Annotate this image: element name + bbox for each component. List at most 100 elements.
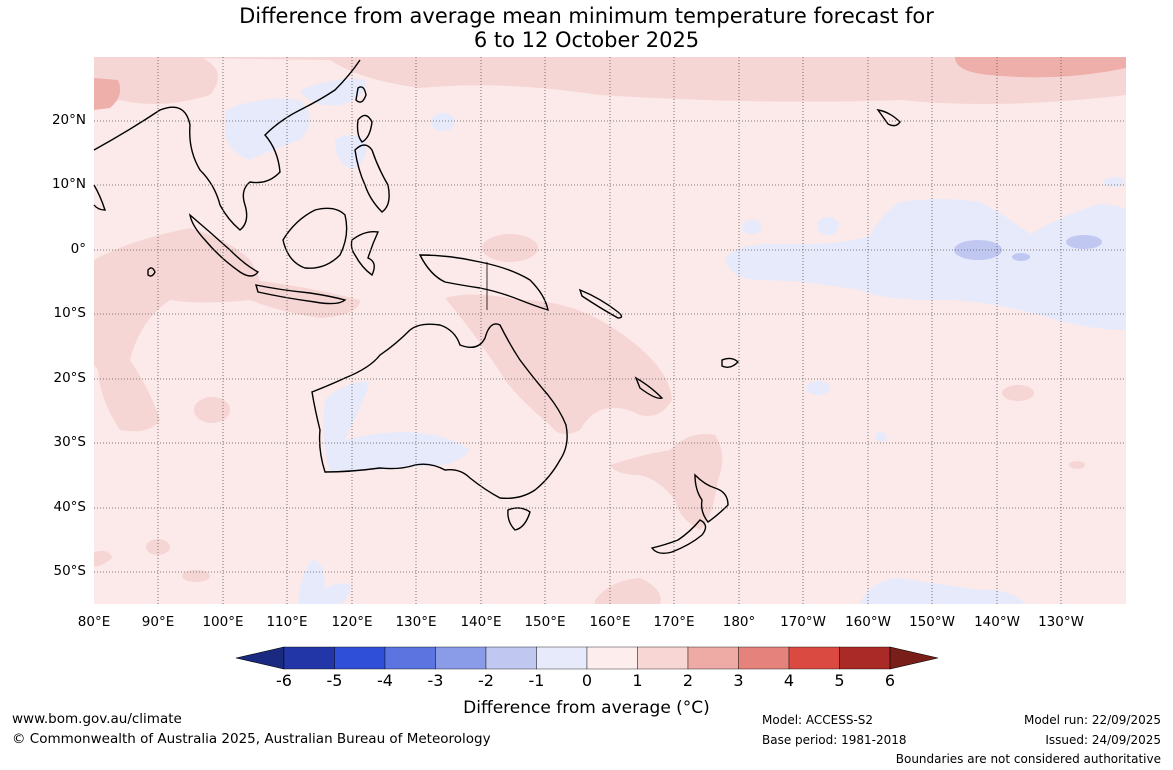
solomon-islands — [578, 288, 623, 319]
colorbar-bin-7 — [637, 646, 689, 670]
colorbar-bin-9 — [738, 646, 790, 670]
title-line-2: 6 to 12 October 2025 — [473, 28, 700, 52]
fiji — [721, 357, 739, 369]
colorbar-tick-label: -6 — [276, 671, 292, 690]
warm-region-northeast — [955, 57, 1126, 78]
lat-label-10s: 10°S — [53, 305, 87, 321]
cool-region-philippines — [335, 135, 367, 170]
colorbar-bin-10 — [788, 646, 840, 670]
cool-region-south-west — [298, 560, 352, 604]
base-period: Base period: 1981-2018 — [762, 733, 907, 747]
colorbar — [235, 646, 939, 670]
taiwan-coastline — [355, 86, 367, 103]
sri-lanka-coastline — [147, 267, 156, 277]
warm-region-indian-ocean-2 — [194, 397, 230, 423]
colorbar-bin-6 — [586, 646, 638, 670]
lat-label-0: 0° — [70, 241, 86, 257]
colorbar-bin-4 — [485, 646, 537, 670]
colorbar-tick-label: 3 — [733, 671, 744, 690]
lon-label-130e: 130°E — [395, 614, 437, 630]
sumatra-coastline — [188, 213, 260, 277]
colorbar-tick-label: 4 — [783, 671, 795, 690]
coastlines — [93, 59, 901, 555]
gridlines — [94, 57, 1126, 604]
colorbar-tick-label: -3 — [427, 671, 444, 690]
colorbar-tick-label: -1 — [528, 671, 545, 690]
luzon-coastline — [356, 114, 373, 143]
cool-region-pacific-small-2 — [742, 220, 762, 234]
warm-region-equatorial — [482, 234, 538, 262]
warm-region-nw-strong — [94, 78, 121, 110]
copyright-text: © Commonwealth of Australia 2025, Austra… — [12, 731, 491, 747]
cool-region-strong-2 — [1066, 235, 1102, 249]
cool-region-southeast — [860, 578, 1025, 604]
lon-label-140e: 140°E — [460, 614, 502, 630]
colorbar-tick-label: 5 — [834, 671, 845, 690]
lon-label-100e: 100°E — [202, 614, 244, 630]
cool-region-pacific-small-4 — [1103, 177, 1125, 187]
cool-region-strong-3 — [1012, 253, 1030, 261]
lat-label-50s: 50°S — [53, 563, 87, 579]
colorbar-tick-label: 2 — [682, 671, 694, 690]
india-coastline — [93, 184, 106, 211]
lon-label-160e: 160°E — [589, 614, 631, 630]
anomaly-regions — [94, 57, 1126, 604]
lon-label-90e: 90°E — [141, 614, 175, 630]
colorbar-tick-label: 6 — [884, 671, 896, 690]
cool-region-strong-1 — [954, 240, 1002, 260]
warm-region-southern — [595, 578, 661, 604]
tasmania-coastline — [507, 507, 531, 531]
colorbar-bin-8 — [687, 646, 739, 670]
cool-region-west-australia — [323, 381, 470, 472]
lon-label-170w: 170°W — [780, 614, 826, 630]
colorbar-bin-0 — [283, 646, 335, 670]
new-guinea-coastline — [418, 254, 549, 312]
cool-region-pacific-small-3 — [817, 217, 839, 235]
lon-label-110e: 110°E — [266, 614, 308, 630]
lat-label-20n: 20°N — [51, 112, 86, 128]
java-coastline — [255, 284, 347, 305]
colorbar-tick-label: -2 — [478, 671, 494, 690]
lon-label-140w: 140°W — [974, 614, 1020, 630]
lon-label-130w: 130°W — [1038, 614, 1084, 630]
colorbar-tick-label: -4 — [377, 671, 393, 690]
lat-label-30s: 30°S — [53, 434, 87, 450]
australia-coastline — [311, 323, 568, 500]
colorbar-tick-label: 0 — [581, 671, 593, 690]
colorbar-bin-2 — [384, 646, 436, 670]
philippines-coastline — [354, 144, 390, 213]
sulawesi-coastline — [350, 230, 380, 277]
se-asia-coastline — [93, 59, 361, 231]
warm-region-south-2 — [182, 570, 210, 582]
colorbar-bin-5 — [536, 646, 588, 670]
cool-region-pacific-small-5 — [806, 381, 830, 395]
website-link[interactable]: www.bom.gov.au/climate — [12, 711, 182, 727]
lon-label-150w: 150°W — [909, 614, 955, 630]
cool-region-indochina — [225, 98, 310, 160]
model-name: Model: ACCESS-S2 — [762, 713, 874, 727]
colorbar-bin-1 — [334, 646, 386, 670]
borneo-coastline — [282, 207, 348, 269]
lat-label-20s: 20°S — [53, 370, 87, 386]
title-line-1: Difference from average mean minimum tem… — [239, 4, 934, 28]
hawaii — [876, 109, 901, 127]
lat-label-40s: 40°S — [53, 499, 87, 515]
lon-label-170e: 170°E — [653, 614, 695, 630]
lon-label-150e: 150°E — [524, 614, 566, 630]
warm-region-east-1 — [1002, 385, 1034, 401]
colorbar-label: Difference from average (°C) — [463, 698, 710, 718]
colorbar-bin-3 — [435, 646, 487, 670]
warm-region-indian-ocean — [94, 228, 260, 432]
lon-label-80e: 80°E — [77, 614, 111, 630]
warm-region-north — [94, 57, 1126, 104]
nz-south-island — [650, 519, 707, 555]
cool-region-pacific-small-6 — [875, 432, 887, 442]
cool-region-central-pacific — [725, 199, 1126, 330]
warm-region-tasman — [610, 434, 723, 530]
lon-label-120e: 120°E — [331, 614, 373, 630]
colorbar-bin-11 — [839, 646, 891, 670]
lon-label-160w: 160°W — [845, 614, 891, 630]
warm-region-east-2 — [1069, 461, 1085, 469]
colorbar-tick-label: 1 — [632, 671, 643, 690]
